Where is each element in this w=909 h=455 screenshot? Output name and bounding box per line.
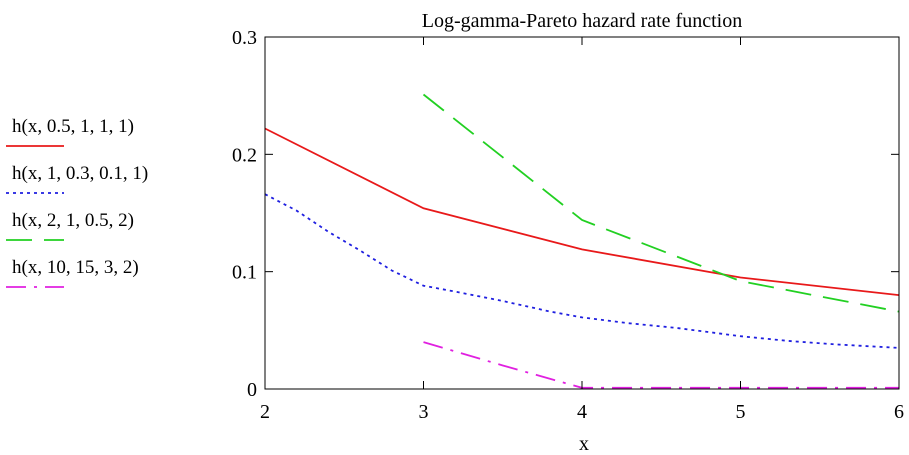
x-tick-label: 2 bbox=[260, 401, 270, 423]
x-tick-label: 6 bbox=[894, 401, 904, 423]
legend-label-4: h(x, 10, 15, 3, 2) bbox=[12, 257, 139, 278]
x-tick-label: 3 bbox=[419, 401, 429, 423]
legend-label-3: h(x, 2, 1, 0.5, 2) bbox=[12, 210, 134, 231]
y-tick-label: 0.3 bbox=[232, 27, 257, 49]
series-line-1 bbox=[264, 127, 900, 296]
x-tick-label: 4 bbox=[577, 401, 587, 423]
chart-title: Log-gamma-Pareto hazard rate function bbox=[422, 10, 742, 32]
series-line-4 bbox=[423, 341, 899, 389]
series-layer bbox=[264, 93, 900, 389]
y-tick-label: 0.1 bbox=[232, 262, 257, 284]
legend: h(x, 0.5, 1, 1, 1) h(x, 1, 0.3, 0.1, 1) h(… bbox=[6, 116, 148, 288]
legend-label-1: h(x, 0.5, 1, 1, 1) bbox=[12, 116, 134, 137]
y-tick-label: 0.2 bbox=[232, 144, 257, 166]
series-line-3 bbox=[422, 93, 900, 313]
x-tick-label: 5 bbox=[736, 401, 746, 423]
legend-label-2: h(x, 1, 0.3, 0.1, 1) bbox=[12, 163, 148, 184]
tick-layer: 2 3 4 5 6 0 0.1 0.2 0.3 bbox=[232, 27, 904, 423]
y-tick-label: 0 bbox=[247, 379, 257, 401]
x-axis-label: x bbox=[579, 433, 589, 455]
series-line-2 bbox=[264, 193, 900, 349]
plot-frame bbox=[264, 36, 900, 390]
